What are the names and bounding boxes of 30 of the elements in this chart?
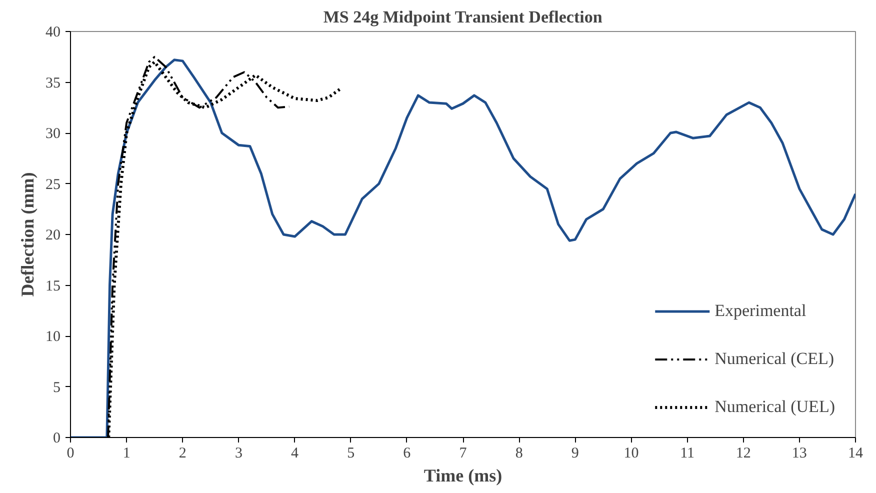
x-tick-label: 2 [178, 446, 186, 462]
x-tick-label: 1 [122, 446, 130, 462]
x-tick-label: 12 [736, 446, 751, 462]
x-tick-label: 6 [403, 446, 412, 462]
x-tick-label: 13 [792, 446, 807, 462]
legend-label: Experimental [714, 301, 806, 321]
x-tick-label: 7 [459, 446, 468, 462]
y-tick-label: 25 [46, 176, 60, 193]
x-tick-label: 4 [291, 446, 300, 462]
x-tick-label: 11 [680, 446, 695, 462]
legend-label: Numerical (CEL) [714, 349, 834, 369]
y-tick-label: 20 [46, 228, 60, 244]
y-tick-label: 40 [46, 24, 60, 40]
y-tick-label: 5 [53, 380, 60, 396]
y-tick-label: 35 [46, 75, 60, 92]
x-axis-title: Time (ms) [424, 466, 502, 486]
x-tick-label: 10 [624, 446, 639, 462]
y-tick-label: 10 [46, 329, 60, 345]
y-tick-label: 0 [53, 430, 60, 446]
x-tick-label: 3 [234, 446, 242, 462]
x-tick-label: 9 [571, 446, 579, 462]
y-tick-label: 30 [46, 126, 60, 142]
y-axis-title: Deflection (mm) [18, 172, 38, 297]
x-tick-label: 14 [848, 446, 864, 462]
x-tick-label: 8 [515, 446, 523, 462]
legend-label: Numerical (UEL) [714, 397, 835, 417]
y-tick-label: 15 [46, 278, 60, 294]
x-tick-label: 5 [347, 446, 355, 462]
x-tick-label: 0 [66, 446, 74, 462]
chart-title: MS 24g Midpoint Transient Deflection [323, 8, 603, 26]
